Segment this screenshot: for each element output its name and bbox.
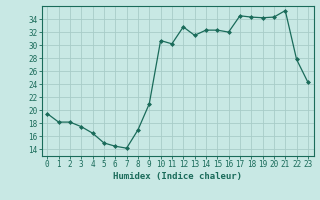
X-axis label: Humidex (Indice chaleur): Humidex (Indice chaleur) [113,172,242,181]
